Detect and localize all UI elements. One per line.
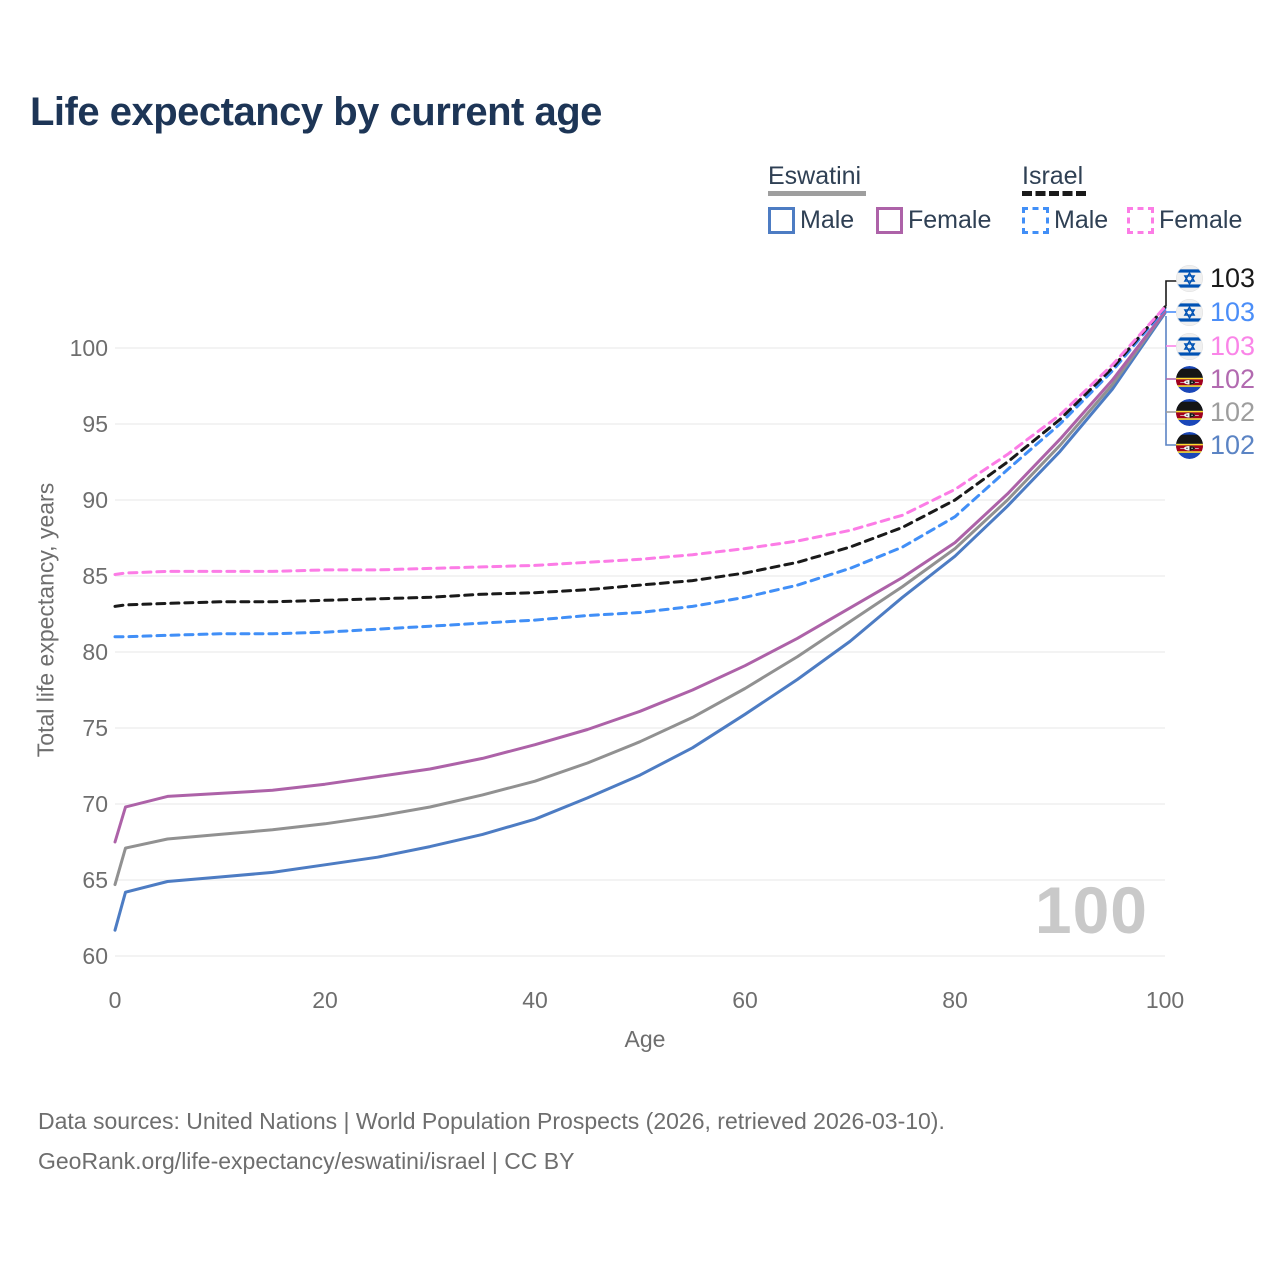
eswatini-line-style-swatch <box>768 191 866 196</box>
series-line-eswatini-total[interactable] <box>113 310 1167 887</box>
israel-flag-icon <box>1176 265 1203 292</box>
series-line-israel-male[interactable] <box>113 307 1167 639</box>
series-line-israel-female[interactable] <box>113 305 1167 576</box>
eswatini-flag-icon <box>1176 399 1203 426</box>
end-label-value: 102 <box>1210 429 1256 460</box>
end-label-value: 102 <box>1210 363 1256 394</box>
x-tick-label-0: 0 <box>109 987 122 1013</box>
legend-label-israel-female[interactable]: Female <box>1159 206 1243 234</box>
end-label-row-eswatini-3[interactable]: 102 <box>1176 365 1255 393</box>
end-label-value: 103 <box>1210 262 1256 293</box>
y-tick-label-60: 60 <box>82 943 108 969</box>
legend-label-eswatini-female[interactable]: Female <box>908 206 992 234</box>
y-tick-label-100: 100 <box>70 335 108 361</box>
eswatini-flag-icon <box>1176 366 1203 393</box>
y-tick-label-75: 75 <box>82 715 108 741</box>
series-line-israel-total[interactable] <box>113 305 1167 608</box>
end-label-row-israel-0[interactable]: 103 <box>1176 264 1255 292</box>
israel-flag-icon <box>1176 333 1203 360</box>
legend-swatch-eswatini-female[interactable] <box>876 207 903 234</box>
end-label-value: 102 <box>1210 396 1256 427</box>
end-label-value: 103 <box>1210 330 1256 361</box>
legend-swatch-eswatini-male[interactable] <box>768 207 795 234</box>
x-tick-label-60: 60 <box>732 987 758 1013</box>
footer-link: GeoRank.org/life-expectancy/eswatini/isr… <box>38 1148 575 1174</box>
israel-flag-icon <box>1176 299 1203 326</box>
legend-label-eswatini-male[interactable]: Male <box>800 206 855 234</box>
x-tick-label-20: 20 <box>312 987 338 1013</box>
x-tick-label-40: 40 <box>522 987 548 1013</box>
end-label-row-eswatini-4[interactable]: 102 <box>1176 398 1255 426</box>
legend-swatch-israel-male[interactable] <box>1022 207 1049 234</box>
series-line-eswatini-female[interactable] <box>113 310 1167 844</box>
x-axis-title: Age <box>624 1026 666 1052</box>
israel-line-style-swatch <box>1022 191 1086 196</box>
end-label-leader-1 <box>1165 316 1177 446</box>
y-axis-title: Total life expectancy, years <box>32 482 59 758</box>
x-tick-label-100: 100 <box>1146 987 1184 1013</box>
end-label-row-israel-1[interactable]: 103 <box>1176 298 1255 326</box>
legend-label-israel-male[interactable]: Male <box>1054 206 1109 234</box>
y-tick-label-80: 80 <box>82 639 108 665</box>
y-tick-label-70: 70 <box>82 791 108 817</box>
y-tick-label-65: 65 <box>82 867 108 893</box>
series-line-eswatini-male[interactable] <box>113 311 1167 932</box>
legend-country-israel[interactable]: Israel <box>1022 162 1084 190</box>
footer-sources: Data sources: United Nations | World Pop… <box>38 1108 945 1134</box>
page-title: Life expectancy by current age <box>30 90 602 134</box>
end-label-row-israel-2[interactable]: 103 <box>1176 332 1255 360</box>
age-annotation: 100 <box>1034 873 1148 947</box>
end-label-row-eswatini-5[interactable]: 102 <box>1176 431 1255 459</box>
legend-country-eswatini[interactable]: Eswatini <box>768 162 862 190</box>
end-label-value: 103 <box>1210 296 1256 327</box>
y-tick-label-95: 95 <box>82 411 108 437</box>
eswatini-flag-icon <box>1176 432 1203 459</box>
end-label-leader-0 <box>1165 280 1177 306</box>
x-tick-label-80: 80 <box>942 987 968 1013</box>
legend-swatch-israel-female[interactable] <box>1127 207 1154 234</box>
y-tick-label-85: 85 <box>82 563 108 589</box>
y-tick-label-90: 90 <box>82 487 108 513</box>
